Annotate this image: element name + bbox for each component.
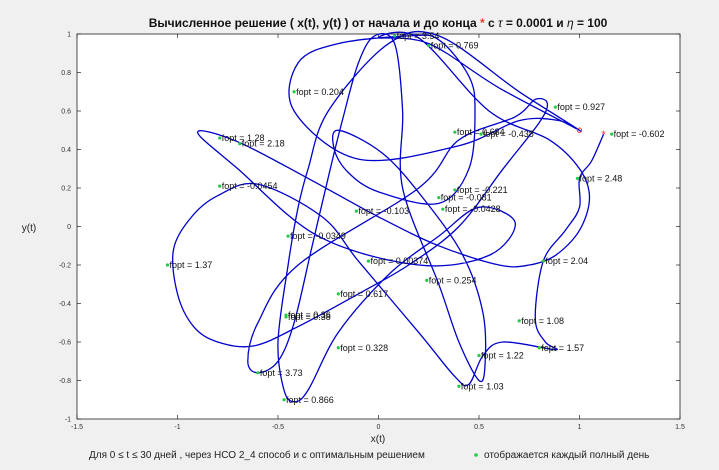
y-tick-label: -0.6 bbox=[59, 340, 71, 347]
x-tick-label: -1 bbox=[174, 424, 180, 431]
fopt-label: fopt = -0.103 bbox=[358, 206, 409, 216]
fopt-label: fopt = 1.08 bbox=[521, 316, 564, 326]
daily-point bbox=[575, 176, 580, 180]
x-tick-label: -1.5 bbox=[71, 424, 83, 431]
y-tick-label: 0.2 bbox=[61, 186, 71, 193]
fopt-label: fopt = 0.927 bbox=[557, 102, 605, 112]
y-tick-label: -0.4 bbox=[59, 301, 71, 308]
fopt-label: fopt = 0.866 bbox=[286, 395, 334, 405]
daily-point bbox=[425, 278, 429, 282]
daily-point bbox=[453, 130, 457, 134]
daily-point bbox=[477, 353, 481, 358]
daily-point bbox=[238, 142, 242, 146]
daily-point bbox=[517, 319, 521, 323]
fopt-label: fopt = 0.684 bbox=[457, 127, 505, 137]
daily-point bbox=[553, 105, 557, 109]
fopt-label: fopt = -0.0349 bbox=[290, 231, 346, 241]
x-tick-label: 1.5 bbox=[675, 424, 685, 431]
fopt-label: fopt = -0.602 bbox=[614, 129, 665, 139]
daily-point bbox=[437, 196, 441, 200]
fopt-label: fopt = 1.57 bbox=[541, 343, 584, 353]
daily-point bbox=[218, 136, 222, 140]
daily-point bbox=[537, 346, 541, 350]
trajectory-curve bbox=[171, 30, 605, 403]
trajectory-markers: * bbox=[576, 127, 606, 141]
daily-point bbox=[541, 259, 545, 263]
fopt-label: fopt = 0.204 bbox=[296, 87, 344, 97]
axes-ticks: -1.5 -1 -0.5 0 0.5 1 1.5-1-0.8-0.6-0.4-0.200.2… bbox=[59, 32, 685, 432]
fopt-label: fopt = 1.22 bbox=[481, 350, 524, 360]
y-tick-label: -1 bbox=[65, 417, 71, 424]
fopt-label: fopt = 3.73 bbox=[260, 368, 303, 378]
fopt-label: fopt = 0.617 bbox=[340, 289, 388, 299]
fopt-label: fopt = 0.38 bbox=[288, 312, 331, 322]
fopt-label: fopt = 2.48 bbox=[579, 173, 622, 183]
daily-point bbox=[286, 234, 290, 238]
fopt-label: fopt = -0.0428 bbox=[445, 204, 501, 214]
chart-title: Вычисленное решение ( x(t), y(t) ) от на… bbox=[149, 16, 608, 30]
fopt-label: fopt = 1.03 bbox=[461, 381, 504, 391]
caption: Для 0 ≤ t ≤ 30 дней , через НСО 2_4 спос… bbox=[89, 449, 425, 461]
x-tick-label: 0.5 bbox=[474, 424, 484, 431]
daily-point bbox=[441, 207, 445, 211]
fopt-label: fopt = 0.254 bbox=[429, 275, 477, 285]
y-tick-label: 0.8 bbox=[61, 70, 71, 77]
fopt-label: fopt = -0.081 bbox=[441, 193, 492, 203]
y-tick-label: 1 bbox=[67, 32, 71, 39]
daily-point bbox=[354, 209, 358, 213]
caption-legend-label: отображается каждый полный день bbox=[484, 449, 649, 461]
start-marker: * bbox=[601, 129, 606, 141]
daily-point bbox=[336, 292, 340, 296]
daily-point bbox=[165, 263, 170, 267]
daily-point bbox=[282, 398, 286, 402]
fopt-label: fopt = 0.769 bbox=[431, 41, 479, 51]
daily-point bbox=[427, 43, 431, 48]
x-tick-label: -0.5 bbox=[272, 424, 284, 431]
daily-point bbox=[256, 371, 260, 375]
fopt-label: fopt = 0.328 bbox=[340, 343, 388, 353]
y-tick-label: 0.4 bbox=[61, 147, 71, 154]
series-line bbox=[171, 30, 605, 403]
end-marker bbox=[576, 127, 583, 133]
daily-point bbox=[392, 34, 397, 38]
daily-point bbox=[336, 346, 340, 350]
daily-point bbox=[610, 132, 614, 136]
fopt-label: fopt = 2.04 bbox=[545, 256, 588, 266]
daily-point bbox=[218, 184, 222, 188]
daily-point bbox=[284, 315, 288, 319]
fopt-label: fopt = 1.28 bbox=[222, 133, 265, 143]
daily-point bbox=[292, 90, 296, 94]
daily-point bbox=[366, 259, 371, 263]
daily-marker-legend-icon bbox=[474, 453, 478, 457]
fopt-label: fopt = 1.37 bbox=[169, 260, 212, 270]
daily-point bbox=[453, 188, 457, 192]
y-tick-label: 0.6 bbox=[61, 109, 71, 116]
title-start-marker-icon: * bbox=[480, 16, 485, 30]
fopt-label: fopt = 3.54 bbox=[397, 31, 440, 41]
y-axis-label: y(t) bbox=[22, 223, 36, 234]
x-tick-label: 0 bbox=[377, 424, 381, 431]
plot-area bbox=[76, 33, 681, 420]
x-axis-label: x(t) bbox=[371, 434, 385, 445]
fopt-label: fopt = -0.221 bbox=[457, 185, 508, 195]
fopt-label: fopt = 0.00374 bbox=[370, 256, 428, 266]
fopt-label: fopt = -0.438 bbox=[483, 129, 534, 139]
fopt-label: fopt = 0.36 bbox=[288, 310, 331, 320]
daily-point bbox=[457, 384, 461, 388]
x-tick-label: 1 bbox=[578, 424, 582, 431]
y-tick-label: -0.2 bbox=[59, 263, 71, 270]
fopt-label: fopt = -0.0454 bbox=[222, 181, 278, 191]
y-tick-label: -0.8 bbox=[59, 378, 71, 385]
daily-point bbox=[479, 132, 483, 136]
y-tick-label: 0 bbox=[67, 224, 71, 231]
fopt-label: fopt = 2.18 bbox=[242, 139, 285, 149]
